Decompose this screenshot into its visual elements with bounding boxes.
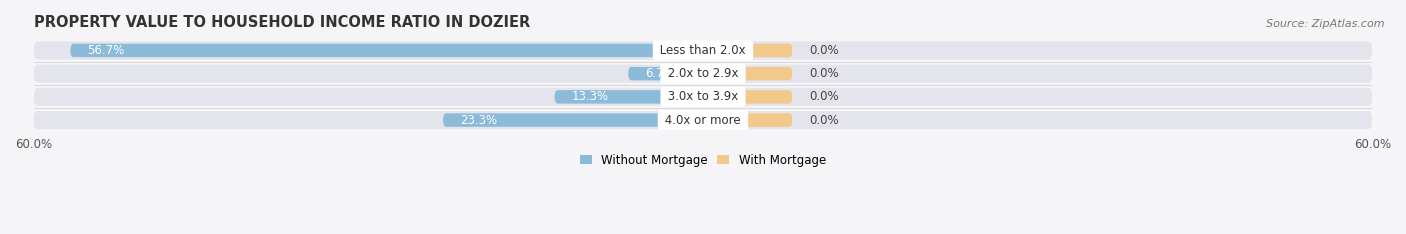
Text: Source: ZipAtlas.com: Source: ZipAtlas.com: [1267, 19, 1385, 29]
FancyBboxPatch shape: [34, 88, 1372, 106]
Text: Less than 2.0x: Less than 2.0x: [657, 44, 749, 57]
FancyBboxPatch shape: [628, 67, 703, 80]
Text: 0.0%: 0.0%: [808, 44, 838, 57]
FancyBboxPatch shape: [34, 65, 1372, 83]
FancyBboxPatch shape: [443, 113, 703, 127]
Text: 2.0x to 2.9x: 2.0x to 2.9x: [664, 67, 742, 80]
FancyBboxPatch shape: [703, 90, 792, 104]
Text: 6.7%: 6.7%: [645, 67, 675, 80]
FancyBboxPatch shape: [34, 41, 1372, 59]
FancyBboxPatch shape: [703, 67, 792, 80]
Text: 13.3%: 13.3%: [571, 90, 609, 103]
Text: 23.3%: 23.3%: [460, 113, 496, 127]
Text: 0.0%: 0.0%: [808, 90, 838, 103]
Text: 0.0%: 0.0%: [808, 113, 838, 127]
FancyBboxPatch shape: [703, 44, 792, 57]
Text: 56.7%: 56.7%: [87, 44, 124, 57]
FancyBboxPatch shape: [70, 44, 703, 57]
Text: 4.0x or more: 4.0x or more: [661, 113, 745, 127]
Text: 3.0x to 3.9x: 3.0x to 3.9x: [664, 90, 742, 103]
FancyBboxPatch shape: [34, 111, 1372, 129]
Text: 0.0%: 0.0%: [808, 67, 838, 80]
FancyBboxPatch shape: [703, 113, 792, 127]
FancyBboxPatch shape: [554, 90, 703, 104]
Legend: Without Mortgage, With Mortgage: Without Mortgage, With Mortgage: [575, 149, 831, 171]
Text: PROPERTY VALUE TO HOUSEHOLD INCOME RATIO IN DOZIER: PROPERTY VALUE TO HOUSEHOLD INCOME RATIO…: [34, 15, 530, 30]
